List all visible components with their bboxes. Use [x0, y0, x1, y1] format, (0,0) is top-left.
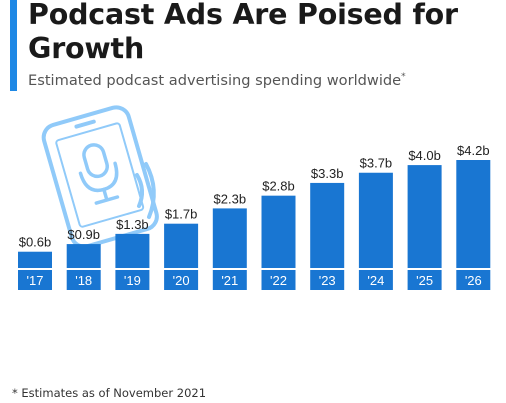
category-cell — [212, 270, 247, 290]
category-cell — [18, 270, 52, 290]
category-cell — [261, 270, 296, 290]
x-tick-label: '17 — [27, 273, 44, 288]
accent-bar — [10, 0, 17, 91]
x-tick-label: '22 — [270, 273, 287, 288]
bar — [212, 208, 247, 268]
bar — [66, 244, 101, 268]
bar-value-label: $4.2b — [457, 143, 490, 158]
x-tick-label: '26 — [465, 273, 482, 288]
category-cell — [407, 270, 442, 290]
x-tick-label: '24 — [367, 273, 384, 288]
bar — [310, 182, 345, 268]
subtitle-footnote-mark: * — [401, 72, 406, 82]
footnote: * Estimates as of November 2021 — [12, 386, 207, 400]
x-tick-label: '23 — [319, 273, 336, 288]
category-cell — [115, 270, 150, 290]
bar — [164, 223, 199, 268]
bar-value-label: $0.6b — [19, 235, 52, 250]
bar — [407, 165, 442, 268]
bar — [456, 160, 491, 268]
category-cell — [310, 270, 345, 290]
x-tick-label: '20 — [173, 273, 190, 288]
category-cell — [358, 270, 393, 290]
bars-group: $0.6b '17 $0.9b '18 $1.3b '19 $1.7b '20 $2.3b '21… — [18, 143, 491, 290]
chart-title: Podcast Ads Are Poised for Growth — [28, 0, 458, 65]
category-cell — [164, 270, 199, 290]
category-cell — [66, 270, 101, 290]
x-tick-label: '19 — [124, 273, 141, 288]
bar-chart: $0.6b '17 $0.9b '18 $1.3b '19 $1.7b '20 $2.3b '21… — [18, 105, 491, 290]
bar-value-label: $4.0b — [408, 148, 441, 163]
bar — [261, 195, 296, 268]
category-cell — [456, 270, 491, 290]
bar-value-label: $3.3b — [311, 166, 344, 181]
x-tick-label: '21 — [221, 273, 238, 288]
x-tick-label: '18 — [75, 273, 92, 288]
bar-value-label: $2.8b — [262, 179, 295, 194]
bar — [18, 251, 52, 268]
bar — [115, 233, 150, 268]
bar-value-label: $1.7b — [165, 207, 198, 222]
bar — [358, 172, 393, 268]
bar-value-label: $0.9b — [67, 227, 100, 242]
chart-subtitle: Estimated podcast advertising spending w… — [28, 72, 406, 89]
subtitle-text: Estimated podcast advertising spending w… — [28, 72, 402, 89]
bar-value-label: $2.3b — [214, 191, 247, 206]
bar-value-label: $1.3b — [116, 217, 149, 232]
x-tick-label: '25 — [416, 273, 433, 288]
bar-value-label: $3.7b — [360, 156, 393, 171]
